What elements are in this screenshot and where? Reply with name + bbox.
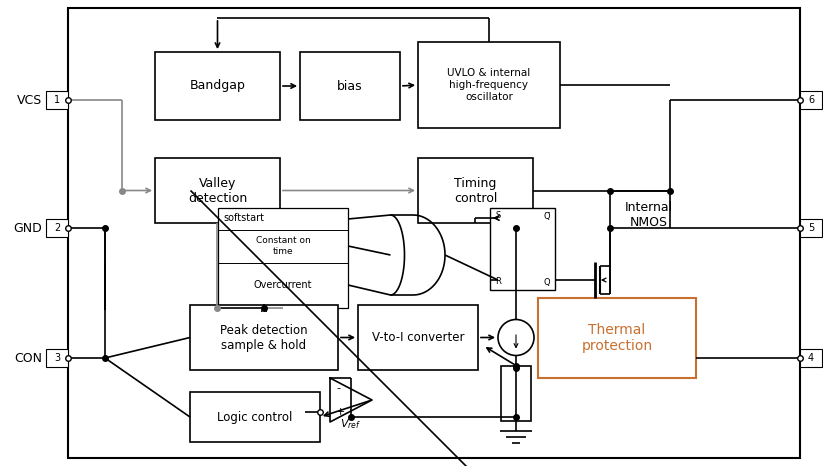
Bar bbox=[155, 158, 280, 223]
Text: 6: 6 bbox=[808, 95, 814, 105]
Bar bbox=[800, 91, 822, 109]
Text: Overcurrent: Overcurrent bbox=[253, 280, 312, 290]
Text: 5: 5 bbox=[808, 223, 814, 233]
Bar bbox=[538, 298, 696, 378]
Bar bbox=[68, 8, 800, 458]
Text: +: + bbox=[336, 407, 346, 417]
Text: CON: CON bbox=[14, 351, 42, 364]
Bar bbox=[418, 42, 560, 128]
Text: -: - bbox=[336, 383, 340, 393]
Polygon shape bbox=[330, 378, 372, 422]
Bar bbox=[800, 349, 822, 367]
Text: 3: 3 bbox=[54, 353, 60, 363]
Bar bbox=[155, 52, 280, 120]
Bar bbox=[218, 208, 348, 308]
Text: S: S bbox=[495, 212, 500, 220]
Bar bbox=[490, 208, 555, 290]
Text: Thermal
protection: Thermal protection bbox=[581, 323, 653, 353]
Text: softstart: softstart bbox=[223, 213, 264, 223]
Bar bbox=[46, 91, 68, 109]
Text: Valley
detection: Valley detection bbox=[188, 177, 247, 205]
Bar bbox=[418, 158, 533, 223]
Bar bbox=[501, 365, 531, 420]
Text: Bandgap: Bandgap bbox=[189, 80, 245, 92]
Text: Internal
NMOS: Internal NMOS bbox=[625, 201, 673, 229]
Text: UVLO & internal
high-frequency
oscillator: UVLO & internal high-frequency oscillato… bbox=[448, 69, 531, 102]
Text: V-to-I converter: V-to-I converter bbox=[372, 331, 464, 344]
Text: bias: bias bbox=[337, 80, 363, 92]
Bar bbox=[190, 305, 338, 370]
Text: Q̅: Q̅ bbox=[544, 212, 551, 220]
Bar bbox=[46, 219, 68, 237]
Text: Constant on
time: Constant on time bbox=[256, 236, 310, 256]
Text: 4: 4 bbox=[808, 353, 814, 363]
Text: 1: 1 bbox=[54, 95, 60, 105]
Text: VCS: VCS bbox=[16, 94, 42, 107]
Text: Q: Q bbox=[544, 277, 551, 287]
Bar bbox=[46, 349, 68, 367]
Bar bbox=[300, 52, 400, 120]
Bar bbox=[358, 305, 478, 370]
Bar bbox=[800, 219, 822, 237]
Text: R: R bbox=[495, 277, 501, 287]
Text: Timing
control: Timing control bbox=[453, 177, 497, 205]
Text: 2: 2 bbox=[53, 223, 60, 233]
Text: $V_{ref}$: $V_{ref}$ bbox=[340, 417, 361, 431]
Text: GND: GND bbox=[13, 221, 42, 234]
Text: Peak detection
sample & hold: Peak detection sample & hold bbox=[221, 323, 308, 351]
Bar bbox=[190, 392, 320, 442]
Text: Logic control: Logic control bbox=[217, 411, 293, 424]
